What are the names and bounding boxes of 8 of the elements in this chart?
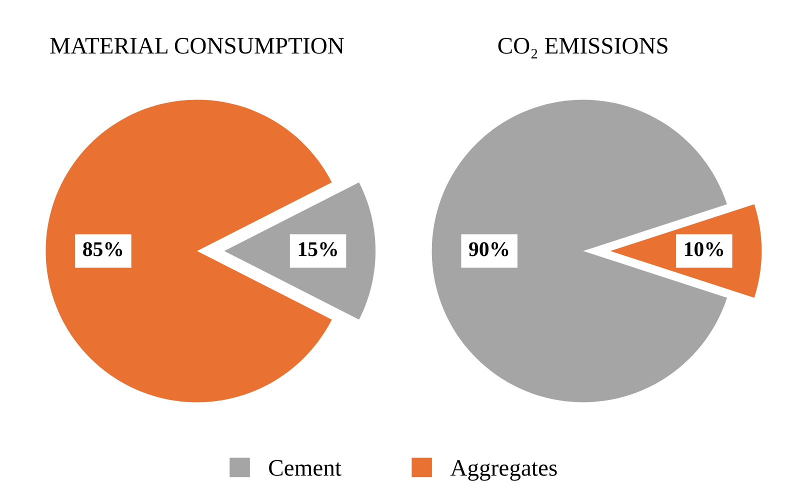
data-label: 15%	[298, 242, 337, 256]
data-label: 85%	[83, 242, 122, 256]
chart-title: CO₂ EMISSIONS	[498, 38, 668, 58]
legend-label: Aggregates	[450, 460, 557, 481]
data-label: 90%	[469, 242, 508, 256]
data-label: 10%	[684, 242, 724, 256]
legend-label: Cement	[269, 460, 342, 476]
chart-title: MATERIAL CONSUMPTION	[50, 38, 344, 54]
